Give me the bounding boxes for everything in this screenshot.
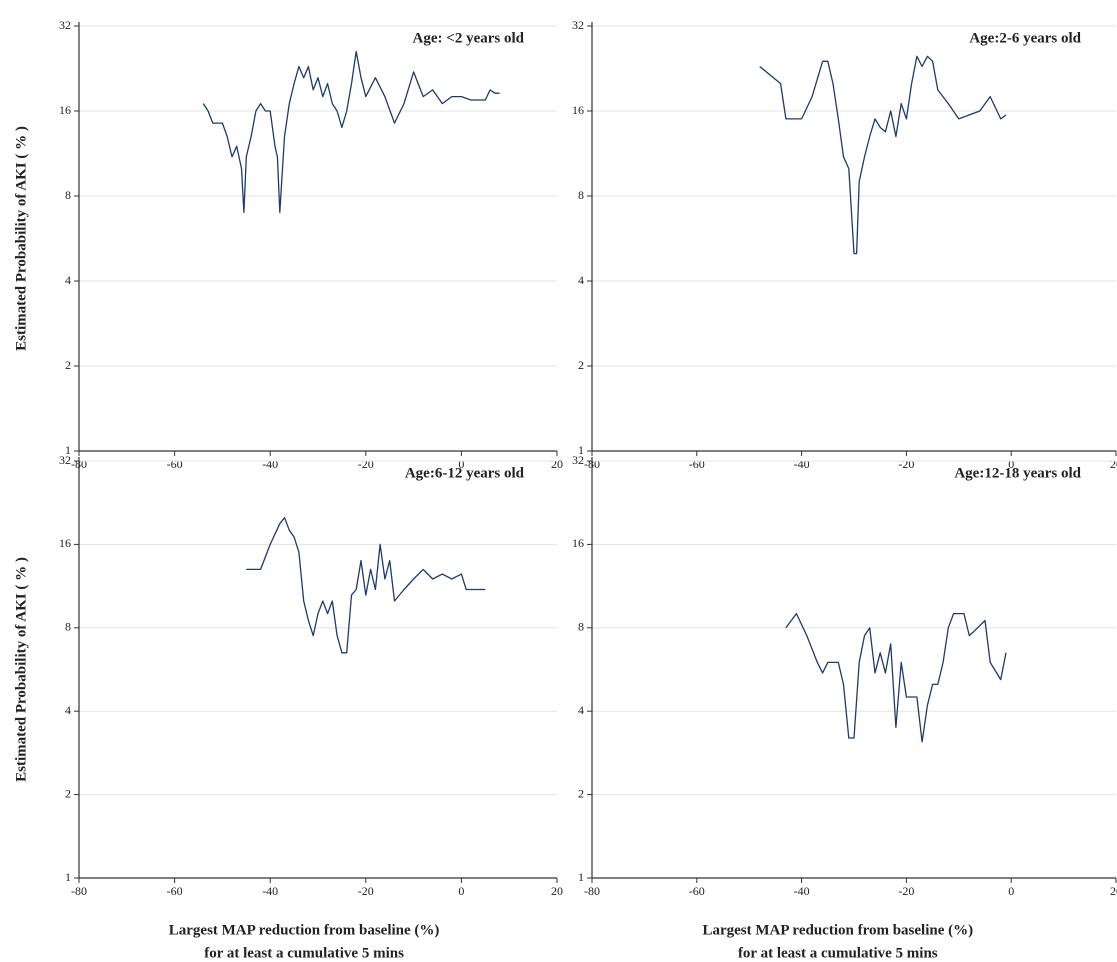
y-tick-label: 16 [59,536,71,550]
y-tick-label: 32 [572,18,584,32]
x-tick-label: 20 [551,884,563,898]
x-tick-label: -40 [794,884,810,898]
x-axis-label: for at least a cumulative 5 mins [738,945,938,961]
y-tick-label: 2 [578,786,584,800]
x-tick-label: -40 [262,457,278,471]
y-tick-label: 2 [578,358,584,372]
x-tick-label: -20 [358,884,374,898]
x-tick-label: -20 [358,457,374,471]
x-tick-label: -60 [689,884,705,898]
data-line [785,612,1007,743]
panel-annotation: Age:6-12 years old [405,465,525,481]
x-tick-label: 0 [458,457,464,471]
y-tick-label: 16 [572,103,584,117]
x-tick-label: 20 [551,457,563,471]
y-tick-label: 8 [65,620,71,634]
y-tick-label: 4 [578,273,584,287]
x-tick-label: -60 [167,457,183,471]
x-tick-label: -80 [71,884,87,898]
y-tick-label: 8 [578,620,584,634]
panel-annotation: Age:12-18 years old [954,465,1081,481]
x-tick-label: -40 [794,457,810,471]
y-tick-label: 32 [59,453,71,467]
x-tick-label: 0 [458,884,464,898]
x-axis-label: for at least a cumulative 5 mins [204,945,404,961]
x-tick-label: -60 [689,457,705,471]
y-tick-label: 16 [59,103,71,117]
x-axis-label: Largest MAP reduction from baseline (%) [702,922,973,938]
y-tick-label: 2 [65,358,71,372]
y-tick-label: 32 [59,18,71,32]
y-tick-label: 1 [578,443,584,457]
y-tick-label: 2 [65,786,71,800]
y-tick-label: 8 [65,188,71,202]
y-axis-label: Estimated Probability of AKI ( % ) [13,126,29,351]
x-tick-label: 0 [1008,884,1014,898]
y-tick-label: 1 [578,870,584,884]
data-line [202,50,500,214]
panel-annotation: Age: <2 years old [413,30,525,46]
y-tick-label: 8 [578,188,584,202]
x-tick-label: -80 [584,884,600,898]
x-tick-label: 20 [1110,457,1117,471]
x-tick-label: 20 [1110,884,1117,898]
x-tick-label: -20 [898,884,914,898]
y-tick-label: 4 [65,703,71,717]
x-tick-label: -60 [167,884,183,898]
y-tick-label: 4 [65,273,71,287]
y-tick-label: 32 [572,453,584,467]
x-tick-label: -20 [898,457,914,471]
panel-annotation: Age:2-6 years old [969,30,1081,46]
x-axis-label: Largest MAP reduction from baseline (%) [169,922,440,938]
data-line [246,516,486,654]
y-tick-label: 1 [65,870,71,884]
x-tick-label: -40 [262,884,278,898]
x-tick-label: 0 [1008,457,1014,471]
y-tick-label: 4 [578,703,584,717]
y-tick-label: 1 [65,443,71,457]
y-axis-label: Estimated Probability of AKI ( % ) [13,557,29,782]
data-line [759,55,1007,255]
y-tick-label: 16 [572,536,584,550]
